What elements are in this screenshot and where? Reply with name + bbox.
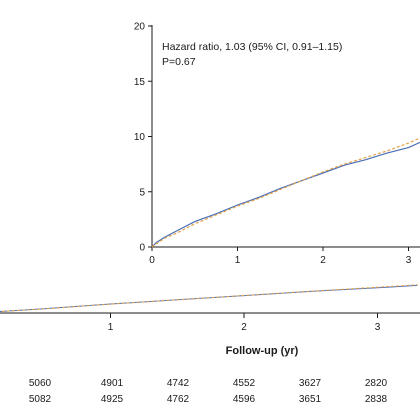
inset-y-tick-label: 15 <box>134 77 146 88</box>
inset-x-ticks: 0 1 2 3 <box>149 247 412 266</box>
risk-table-cell: 4925 <box>101 394 124 405</box>
risk-table-cell: 4596 <box>233 394 256 405</box>
main-x-ticks: 1 2 3 <box>108 313 381 333</box>
risk-table-cell: 5060 <box>29 378 52 389</box>
inset-chart: 0 5 10 15 20 0 1 2 3 Hazard ratio, 1.03 (95% CI… <box>134 22 420 266</box>
risk-table-cell: 4552 <box>233 378 256 389</box>
inset-x-tick-label: 3 <box>406 255 412 266</box>
inset-y-ticks: 0 5 10 15 20 <box>134 22 152 254</box>
risk-table-cell: 3651 <box>299 394 322 405</box>
main-x-tick-label: 1 <box>108 322 114 333</box>
inset-x-tick-label: 2 <box>320 255 326 266</box>
inset-y-tick-label: 20 <box>134 22 146 33</box>
inset-series <box>151 137 420 248</box>
risk-table-cell: 3627 <box>299 378 322 389</box>
main-series-line-dashed <box>0 284 418 313</box>
inset-x-tick-label: 1 <box>235 255 241 266</box>
main-x-tick-label: 3 <box>375 322 381 333</box>
risk-table-cell: 4742 <box>167 378 190 389</box>
inset-y-tick-label: 5 <box>139 187 145 198</box>
risk-table-cell: 4901 <box>101 378 124 389</box>
risk-table-cell: 5082 <box>29 394 52 405</box>
risk-table: 5060 4901 4742 4552 3627 2820 5082 4925 4762 4596… <box>29 378 388 405</box>
hazard-ratio-annotation: Hazard ratio, 1.03 (95% CI, 0.91–1.15) <box>162 41 342 53</box>
inset-series-line-solid <box>151 141 420 248</box>
inset-y-tick-label: 0 <box>139 243 145 254</box>
inset-y-tick-label: 10 <box>134 132 146 143</box>
risk-table-cell: 2838 <box>365 394 388 405</box>
p-value-annotation: P=0.67 <box>162 56 196 68</box>
main-x-tick-label: 2 <box>241 322 247 333</box>
main-series <box>0 284 418 313</box>
main-series-line-solid <box>0 284 418 313</box>
main-x-axis-label: Follow-up (yr) <box>226 345 299 357</box>
risk-table-cell: 4762 <box>167 394 190 405</box>
inset-series-line-dashed <box>151 137 420 248</box>
risk-table-cell: 2820 <box>365 378 388 389</box>
inset-x-tick-label: 0 <box>149 255 155 266</box>
